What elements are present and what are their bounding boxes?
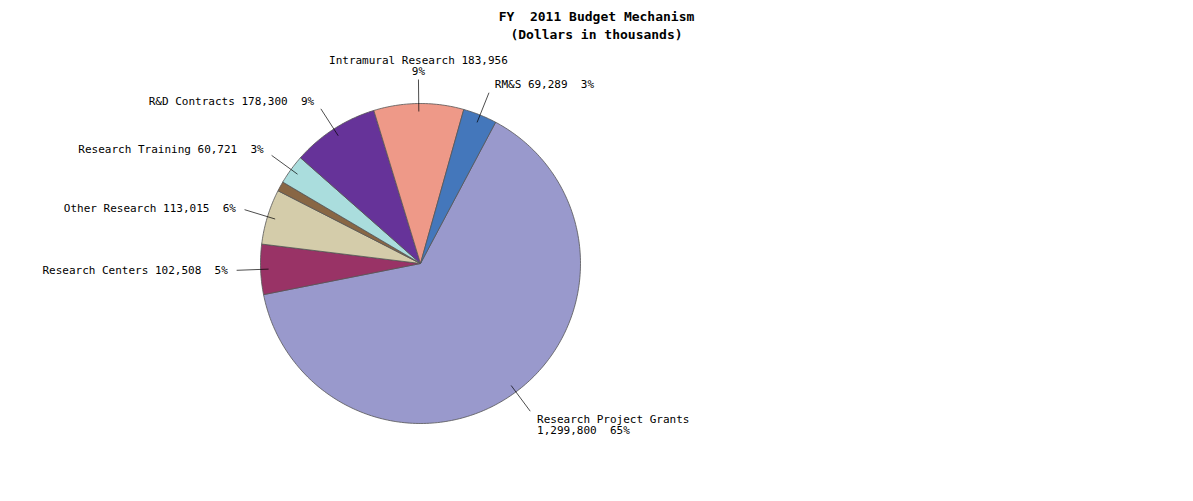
svg-text:Research Centers 102,508 5%: Research Centers 102,508 5% (42, 264, 228, 277)
svg-text:RM&S 69,289 3%: RM&S 69,289 3% (495, 78, 595, 91)
svg-text:Research Training 60,721 3%: Research Training 60,721 3% (78, 143, 264, 156)
html-text:FY 2011 Budget Mechanism: FY 2011 Budget Mechanism (498, 9, 695, 24)
svg-text:Research Project Grants1,299,8: Research Project Grants1,299,800 65% (537, 413, 689, 437)
html-text:(Dollars in thousands): (Dollars in thousands) (510, 26, 683, 42)
svg-text:Other Research 113,015 6%: Other Research 113,015 6% (64, 202, 237, 215)
svg-text:R&D Contracts 178,300 9%: R&D Contracts 178,300 9% (149, 95, 315, 108)
svg-text:Intramural Research 183,9569%: Intramural Research 183,9569% (329, 54, 508, 78)
